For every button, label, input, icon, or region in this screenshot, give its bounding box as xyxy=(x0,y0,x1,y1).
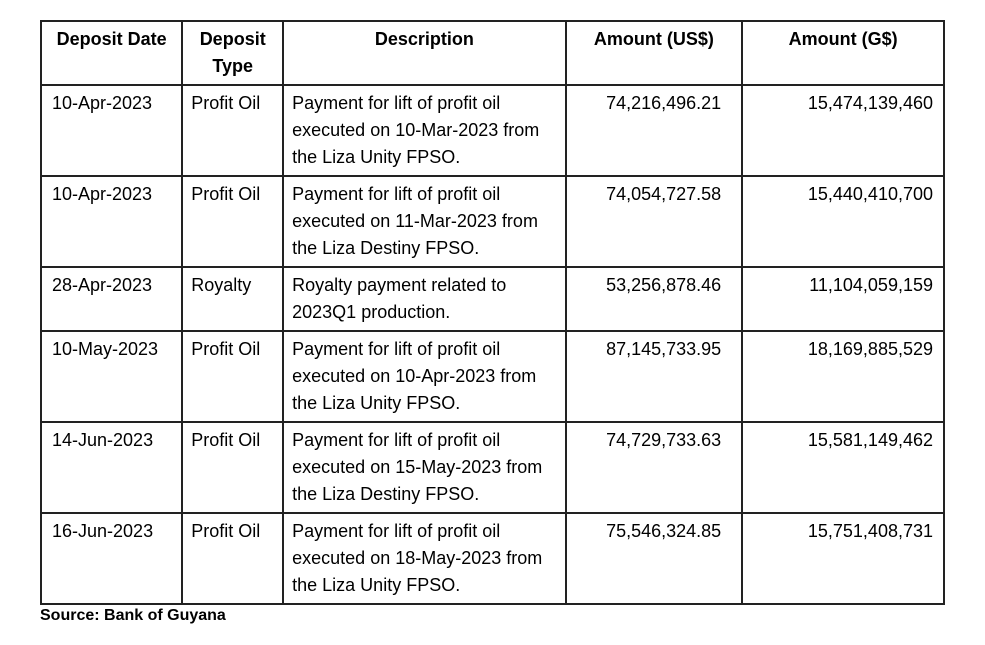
cell-type: Profit Oil xyxy=(182,85,283,176)
cell-date: 28-Apr-2023 xyxy=(41,267,182,331)
cell-description: Payment for lift of profit oil executed … xyxy=(283,176,566,267)
table-row: 28-Apr-2023RoyaltyRoyalty payment relate… xyxy=(41,267,944,331)
table-row: 10-Apr-2023Profit OilPayment for lift of… xyxy=(41,176,944,267)
cell-description: Payment for lift of profit oil executed … xyxy=(283,331,566,422)
cell-amount-gyd: 11,104,059,159 xyxy=(742,267,944,331)
cell-date: 10-Apr-2023 xyxy=(41,85,182,176)
cell-type: Profit Oil xyxy=(182,422,283,513)
cell-date: 10-May-2023 xyxy=(41,331,182,422)
cell-amount-usd: 87,145,733.95 xyxy=(566,331,743,422)
table-row: 14-Jun-2023Profit OilPayment for lift of… xyxy=(41,422,944,513)
cell-date: 16-Jun-2023 xyxy=(41,513,182,604)
col-header-usd: Amount (US$) xyxy=(566,21,743,85)
table-row: 16-Jun-2023Profit OilPayment for lift of… xyxy=(41,513,944,604)
table-row: 10-May-2023Profit OilPayment for lift of… xyxy=(41,331,944,422)
col-header-desc: Description xyxy=(283,21,566,85)
table-row: 10-Apr-2023Profit OilPayment for lift of… xyxy=(41,85,944,176)
cell-type: Royalty xyxy=(182,267,283,331)
cell-type: Profit Oil xyxy=(182,513,283,604)
cell-type: Profit Oil xyxy=(182,176,283,267)
cell-amount-usd: 74,216,496.21 xyxy=(566,85,743,176)
col-header-date: Deposit Date xyxy=(41,21,182,85)
cell-date: 10-Apr-2023 xyxy=(41,176,182,267)
deposits-table: Deposit Date Deposit Type Description Am… xyxy=(40,20,945,605)
cell-amount-usd: 75,546,324.85 xyxy=(566,513,743,604)
cell-type: Profit Oil xyxy=(182,331,283,422)
col-header-gyd: Amount (G$) xyxy=(742,21,944,85)
cell-amount-gyd: 15,440,410,700 xyxy=(742,176,944,267)
col-header-type: Deposit Type xyxy=(182,21,283,85)
cell-amount-gyd: 15,581,149,462 xyxy=(742,422,944,513)
source-note: Source: Bank of Guyana xyxy=(40,607,945,625)
cell-description: Royalty payment related to 2023Q1 produc… xyxy=(283,267,566,331)
table-header: Deposit Date Deposit Type Description Am… xyxy=(41,21,944,85)
cell-description: Payment for lift of profit oil executed … xyxy=(283,422,566,513)
table-body: 10-Apr-2023Profit OilPayment for lift of… xyxy=(41,85,944,604)
cell-amount-gyd: 15,751,408,731 xyxy=(742,513,944,604)
cell-description: Payment for lift of profit oil executed … xyxy=(283,513,566,604)
cell-amount-usd: 74,729,733.63 xyxy=(566,422,743,513)
cell-amount-usd: 74,054,727.58 xyxy=(566,176,743,267)
cell-amount-gyd: 18,169,885,529 xyxy=(742,331,944,422)
cell-date: 14-Jun-2023 xyxy=(41,422,182,513)
cell-description: Payment for lift of profit oil executed … xyxy=(283,85,566,176)
cell-amount-usd: 53,256,878.46 xyxy=(566,267,743,331)
cell-amount-gyd: 15,474,139,460 xyxy=(742,85,944,176)
